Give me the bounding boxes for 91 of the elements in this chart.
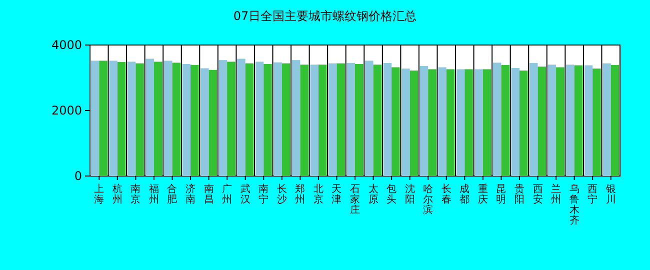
chart-title: 07日全国主要城市螺纹钢价格汇总	[233, 9, 417, 23]
bar	[318, 64, 327, 176]
bar	[172, 62, 180, 176]
bar	[566, 64, 574, 176]
bar	[602, 63, 611, 176]
bar	[300, 64, 308, 176]
bar	[501, 64, 510, 176]
bar	[548, 64, 556, 176]
bar	[282, 63, 290, 176]
bar	[208, 70, 218, 176]
bar	[392, 67, 400, 176]
x-tick-label: 成都	[460, 183, 470, 206]
bar	[592, 68, 601, 176]
x-tick-label: 太原	[368, 183, 378, 206]
bar	[402, 68, 410, 176]
x-tick-label: 合肥	[167, 183, 178, 206]
bar	[574, 65, 583, 176]
bar	[274, 62, 282, 176]
y-tick-label: 2000	[51, 104, 82, 118]
bar	[264, 64, 272, 176]
x-tick-label: 南昌	[204, 183, 214, 206]
bar	[355, 64, 364, 176]
x-tick-label: 上海	[94, 183, 104, 206]
x-tick-label: 包头	[386, 183, 397, 206]
bar	[109, 60, 118, 176]
bar	[117, 62, 126, 176]
bar	[365, 60, 374, 176]
bar	[146, 58, 154, 176]
x-tick-label: 武汉	[240, 183, 250, 206]
x-tick-label: 沈阳	[404, 183, 415, 206]
bar	[446, 69, 455, 176]
bar	[492, 62, 502, 176]
bar	[136, 63, 144, 176]
y-tick-label: 0	[74, 169, 82, 183]
bar	[310, 64, 318, 176]
x-tick-label: 兰州	[551, 183, 562, 206]
bar	[373, 64, 382, 176]
bar	[328, 63, 337, 176]
bar	[383, 63, 392, 176]
x-tick-label: 哈尔滨	[423, 183, 434, 216]
bar	[610, 64, 620, 176]
bar	[182, 64, 191, 176]
x-tick-label: 广州	[222, 183, 232, 206]
bar	[99, 60, 108, 176]
bar	[456, 69, 465, 176]
bar	[538, 66, 546, 176]
x-tick-label: 长春	[441, 183, 452, 206]
y-tick-label: 4000	[51, 38, 82, 52]
bar	[227, 62, 236, 176]
x-tick-label: 长沙	[276, 183, 287, 206]
bar	[530, 63, 538, 176]
x-tick-label: 福州	[148, 183, 159, 206]
x-tick-label: 西宁	[588, 184, 598, 206]
bar	[245, 63, 254, 176]
x-tick-label: 乌鲁木齐	[569, 183, 580, 226]
bar	[556, 67, 564, 176]
bar	[346, 63, 355, 176]
x-tick-label: 贵阳	[514, 183, 524, 206]
bar	[190, 64, 199, 176]
bar	[474, 69, 483, 176]
x-tick-label: 西安	[532, 184, 543, 206]
bar	[154, 62, 162, 176]
x-tick-label: 北京	[313, 183, 324, 206]
bar	[255, 62, 264, 176]
bar	[438, 67, 446, 176]
bar	[336, 63, 345, 176]
x-tick-label: 郑州	[295, 183, 306, 206]
bar	[218, 60, 228, 176]
bar	[164, 60, 172, 176]
bar	[90, 60, 100, 176]
bar	[200, 68, 209, 176]
x-tick-label: 石家庄	[350, 184, 360, 216]
bar	[584, 65, 593, 176]
bar	[127, 62, 136, 176]
x-tick-label: 南宁	[258, 183, 269, 206]
bar	[292, 60, 300, 176]
x-tick-label: 杭州	[111, 183, 122, 206]
x-tick-label: 昆明	[496, 184, 506, 206]
x-tick-label: 天津	[332, 184, 342, 206]
bar	[511, 68, 520, 176]
bar	[420, 66, 428, 176]
x-tick-label: 银川	[604, 184, 616, 206]
bar	[410, 70, 418, 176]
bar	[519, 70, 528, 176]
bar	[237, 58, 246, 176]
x-tick-label: 重庆	[478, 183, 488, 206]
x-tick-label: 济南	[186, 183, 196, 206]
x-tick-label: 南京	[130, 183, 141, 206]
bar	[482, 69, 492, 176]
bar	[464, 69, 473, 176]
bar	[428, 69, 436, 176]
